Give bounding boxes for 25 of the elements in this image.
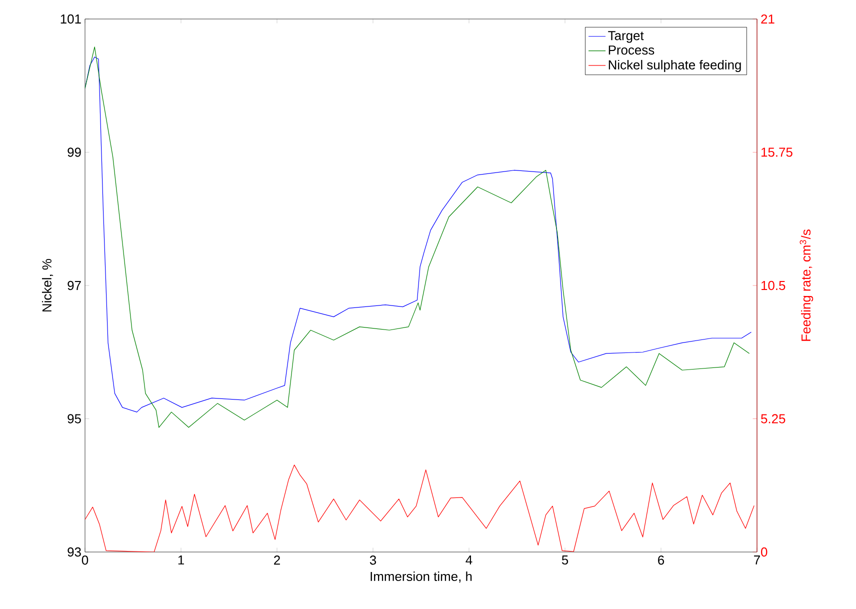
y2-tick-label: 21	[761, 14, 774, 24]
line-series	[85, 464, 754, 552]
x-tick-label: 6	[658, 556, 664, 565]
x-tick-label: 5	[562, 556, 568, 565]
y2-tick-label: 5.25	[761, 414, 786, 424]
y-tick-label: 99	[68, 148, 81, 157]
y2-tick-label: 10.5	[762, 280, 786, 290]
x-tick-label: 3	[370, 556, 376, 565]
x-axis-title: Immersion time, h	[370, 572, 472, 583]
y2-axis-title: Feeding rate, cm$^{3}$/s	[800, 230, 814, 341]
x-tick-label: 2	[274, 556, 280, 565]
x-tick-label: 7	[754, 556, 760, 564]
legend-label: Process	[608, 46, 654, 55]
y-axis-title: Nickel, %	[42, 258, 54, 312]
y-tick-label: 97	[68, 280, 81, 290]
y-tick-label: 93	[68, 547, 81, 557]
y2-tick-label: 15.75	[762, 148, 792, 157]
y2-tick-label: 0	[761, 547, 768, 557]
x-tick-label: 0	[82, 556, 88, 565]
x-tick-label: 1	[178, 556, 184, 564]
y-tick-label: 95	[68, 414, 81, 424]
legend-label: Target	[608, 31, 644, 43]
x-tick-label: 4	[466, 556, 472, 564]
legend-label: Nickel sulphate feeding	[608, 60, 741, 72]
y-tick-label: 101	[60, 14, 81, 24]
